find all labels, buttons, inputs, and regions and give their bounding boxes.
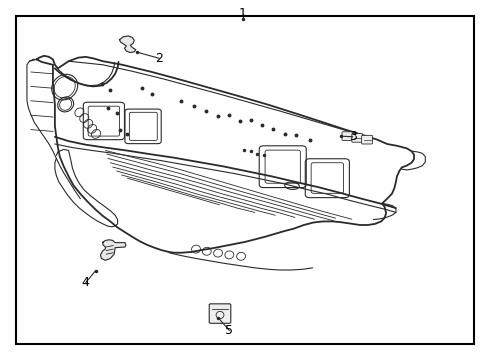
Text: 3: 3 bbox=[349, 130, 357, 143]
Polygon shape bbox=[100, 240, 126, 260]
FancyBboxPatch shape bbox=[362, 135, 372, 144]
Text: 5: 5 bbox=[225, 324, 233, 337]
Text: 1: 1 bbox=[239, 7, 246, 20]
FancyBboxPatch shape bbox=[352, 134, 363, 142]
FancyBboxPatch shape bbox=[209, 304, 231, 323]
FancyBboxPatch shape bbox=[342, 132, 353, 140]
Text: 4: 4 bbox=[82, 276, 90, 289]
Text: 2: 2 bbox=[155, 52, 163, 65]
Polygon shape bbox=[120, 36, 136, 53]
